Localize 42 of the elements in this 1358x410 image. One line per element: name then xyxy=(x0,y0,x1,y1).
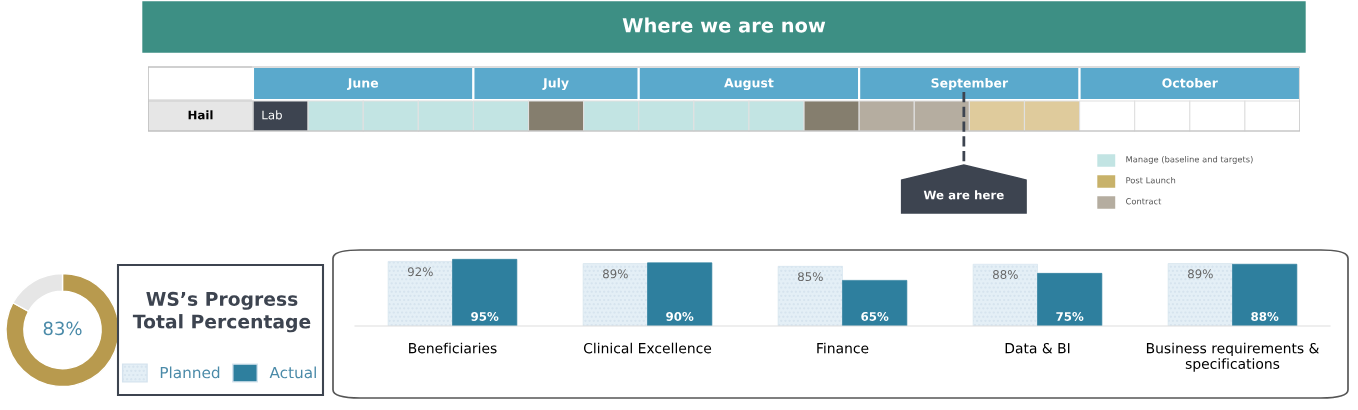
text: Lab xyxy=(262,110,282,120)
data-label: 88% xyxy=(1251,311,1279,321)
legend-label: Planned xyxy=(160,366,220,379)
data-label: 83% xyxy=(43,321,82,336)
data-label: 75% xyxy=(1056,311,1084,321)
category-label: October xyxy=(1162,77,1218,88)
x-tick-label: Data & BI xyxy=(1005,342,1070,354)
category-label: July xyxy=(542,77,569,91)
donut-slice xyxy=(5,272,120,388)
bar xyxy=(972,263,1038,326)
category-label: Hail xyxy=(188,110,213,120)
data-label: 65% xyxy=(861,311,889,321)
bar xyxy=(1167,263,1233,326)
category-label: August xyxy=(724,78,774,91)
bar xyxy=(582,263,648,326)
bar xyxy=(387,261,453,326)
data-label: 85% xyxy=(798,272,823,282)
category-label: September xyxy=(931,77,1009,91)
legend-label: Actual xyxy=(269,366,316,379)
bar xyxy=(1232,263,1298,326)
text: Where we are now xyxy=(622,17,826,33)
bar xyxy=(452,258,518,326)
text: Post Launch xyxy=(1126,176,1176,184)
text: WS’s Progress Total Percentage xyxy=(132,291,311,333)
x-tick-label: Business requirements & specifications xyxy=(1146,342,1319,372)
x-tick-label: Finance xyxy=(817,342,869,354)
category-label: June xyxy=(347,78,379,90)
bar xyxy=(842,280,908,326)
bar xyxy=(647,262,713,326)
bar xyxy=(777,266,843,326)
text: Manage (baseline and targets) xyxy=(1126,155,1253,165)
text: We are here xyxy=(923,190,1004,200)
data-label: 90% xyxy=(666,311,694,321)
data-label: 89% xyxy=(603,269,628,279)
data-label: 88% xyxy=(993,270,1018,279)
bar xyxy=(1037,273,1103,326)
data-label: 92% xyxy=(407,267,433,277)
x-tick-label: Clinical Excellence xyxy=(583,342,712,354)
text: Contract xyxy=(1126,198,1162,205)
x-tick-label: Beneficiaries xyxy=(409,342,497,354)
data-label: 89% xyxy=(1188,269,1213,279)
data-label: 95% xyxy=(471,311,499,321)
